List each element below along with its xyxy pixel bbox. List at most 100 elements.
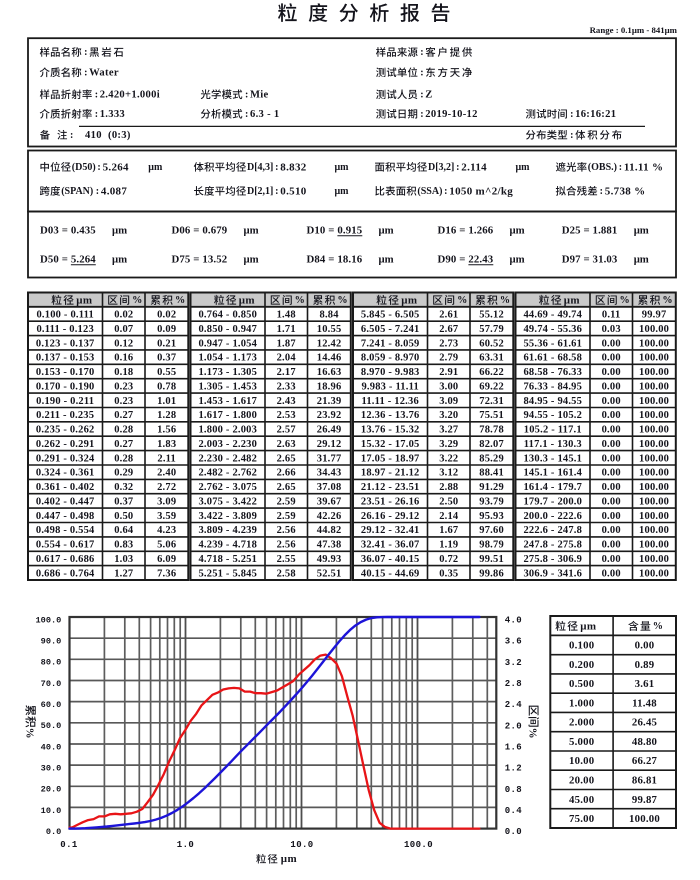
svg-text:61.61 - 68.58: 61.61 - 68.58	[523, 353, 582, 364]
svg-text:μm: μm	[244, 254, 259, 266]
svg-text:μm: μm	[244, 225, 259, 237]
svg-text:0.00: 0.00	[602, 540, 621, 551]
svg-text:%: %	[653, 621, 663, 632]
svg-text:8.059 - 8.970: 8.059 - 8.970	[361, 353, 420, 364]
svg-text:Range : 0.1μm - 841μm: Range : 0.1μm - 841μm	[590, 25, 678, 35]
svg-text:1.03: 1.03	[114, 554, 133, 565]
svg-text:18.97 - 21.12: 18.97 - 21.12	[361, 468, 420, 479]
svg-text:0.27: 0.27	[114, 410, 133, 421]
svg-text:D25 = 1.881: D25 = 1.881	[562, 225, 618, 237]
svg-text:16.63: 16.63	[317, 367, 342, 378]
svg-text:1.2: 1.2	[505, 764, 522, 774]
svg-text:2.65: 2.65	[277, 482, 296, 493]
svg-text:2.56: 2.56	[277, 525, 296, 536]
svg-text:86.81: 86.81	[632, 775, 657, 787]
svg-text:%: %	[295, 295, 305, 306]
svg-text:20.0: 20.0	[41, 785, 62, 795]
svg-text:2.66: 2.66	[277, 468, 296, 479]
svg-text:17.05 - 18.97: 17.05 - 18.97	[361, 453, 420, 464]
svg-text:μm: μm	[379, 254, 394, 266]
svg-text:16:16:21: 16:16:21	[575, 109, 616, 120]
svg-text:2.420+1.000i: 2.420+1.000i	[100, 90, 160, 101]
svg-text:78.78: 78.78	[479, 425, 504, 436]
svg-text::: :	[570, 130, 573, 141]
svg-text:μm: μm	[379, 225, 394, 237]
svg-text:100.00: 100.00	[639, 410, 669, 421]
svg-text:37.08: 37.08	[317, 482, 342, 493]
svg-text:2.43: 2.43	[277, 396, 296, 407]
svg-text::: :	[84, 67, 87, 78]
svg-text:75.51: 75.51	[479, 410, 504, 421]
svg-text:4.718 - 5.251: 4.718 - 5.251	[198, 554, 257, 565]
svg-text:66.27: 66.27	[632, 755, 658, 767]
svg-text:97.60: 97.60	[479, 525, 504, 536]
svg-text:D10 = 0.915: D10 = 0.915	[307, 225, 363, 237]
svg-text:2.482 - 2.762: 2.482 - 2.762	[198, 468, 257, 479]
svg-text:0.764 - 0.850: 0.764 - 0.850	[198, 310, 257, 321]
svg-text:6.09: 6.09	[157, 554, 176, 565]
svg-text:0.50: 0.50	[114, 511, 133, 522]
svg-text:%: %	[620, 295, 630, 306]
svg-text:13.76 - 15.32: 13.76 - 15.32	[361, 425, 420, 436]
svg-text:1.56: 1.56	[157, 425, 176, 436]
svg-text:2.14: 2.14	[439, 511, 459, 522]
svg-text:12.42: 12.42	[317, 338, 342, 349]
svg-text:18.96: 18.96	[317, 381, 342, 392]
svg-text:0.11: 0.11	[602, 310, 621, 321]
svg-text:10.00: 10.00	[569, 755, 594, 767]
svg-text:D75 = 13.52: D75 = 13.52	[172, 254, 228, 266]
svg-text:72.31: 72.31	[479, 396, 504, 407]
svg-text:μm: μm	[634, 254, 649, 266]
svg-text:7.36: 7.36	[157, 568, 176, 579]
svg-text:0.23: 0.23	[114, 396, 133, 407]
svg-text:70.0: 70.0	[41, 679, 62, 689]
svg-text:90.0: 90.0	[41, 637, 62, 647]
svg-text:100.00: 100.00	[639, 540, 669, 551]
svg-text:100.00: 100.00	[639, 425, 669, 436]
svg-text::: :	[95, 89, 98, 100]
svg-text:410: 410	[85, 130, 102, 141]
svg-text:D03 = 0.435: D03 = 0.435	[40, 225, 96, 237]
svg-text:1.67: 1.67	[439, 525, 458, 536]
svg-text:D06 = 0.679: D06 = 0.679	[172, 225, 228, 237]
svg-text:0.100: 0.100	[569, 640, 594, 652]
svg-text:117.1 - 130.3: 117.1 - 130.3	[524, 439, 582, 450]
svg-text:(SPAN): (SPAN)	[61, 186, 93, 197]
svg-text:3.12: 3.12	[439, 468, 458, 479]
svg-text:D16 = 1.266: D16 = 1.266	[438, 225, 494, 237]
svg-text:88.41: 88.41	[479, 468, 504, 479]
svg-text:μm: μm	[76, 294, 92, 306]
svg-text::: :	[420, 67, 423, 78]
svg-text:0.850 - 0.947: 0.850 - 0.947	[198, 324, 257, 335]
svg-text:7.241 - 8.059: 7.241 - 8.059	[361, 338, 420, 349]
svg-text:91.29: 91.29	[479, 482, 504, 493]
svg-text:12.36 - 13.76: 12.36 - 13.76	[361, 410, 420, 421]
svg-text::: :	[96, 186, 99, 197]
svg-text:99.86: 99.86	[479, 568, 504, 579]
svg-text:1050 m^2/kg: 1050 m^2/kg	[449, 185, 513, 197]
svg-text:10.0: 10.0	[41, 806, 62, 816]
svg-text:0.00: 0.00	[602, 367, 621, 378]
svg-text::: :	[275, 162, 278, 173]
svg-text:63.31: 63.31	[479, 353, 504, 364]
svg-text:8.84: 8.84	[320, 310, 340, 321]
svg-text:4.239 - 4.718: 4.239 - 4.718	[198, 540, 257, 551]
svg-text:45.00: 45.00	[569, 794, 594, 806]
svg-text:2.003 - 2.230: 2.003 - 2.230	[198, 439, 257, 450]
svg-text:0.18: 0.18	[114, 367, 133, 378]
svg-text:1.27: 1.27	[114, 568, 133, 579]
svg-text:4.0: 4.0	[505, 616, 522, 626]
svg-text:26.49: 26.49	[317, 425, 342, 436]
svg-text:44.69 - 49.74: 44.69 - 49.74	[523, 310, 582, 321]
svg-text:0.8: 0.8	[505, 785, 522, 795]
svg-text:0.617 - 0.686: 0.617 - 0.686	[36, 554, 95, 565]
svg-text:%: %	[23, 728, 35, 739]
svg-text:3.22: 3.22	[439, 453, 458, 464]
svg-text:0.28: 0.28	[114, 425, 133, 436]
svg-text:5.845 - 6.505: 5.845 - 6.505	[361, 310, 420, 321]
svg-text:5.251 - 5.845: 5.251 - 5.845	[198, 568, 257, 579]
svg-text:200.0 - 222.6: 200.0 - 222.6	[523, 511, 582, 522]
svg-text:0.03: 0.03	[602, 324, 621, 335]
svg-text:14.46: 14.46	[317, 353, 342, 364]
svg-text:49.93: 49.93	[317, 554, 342, 565]
